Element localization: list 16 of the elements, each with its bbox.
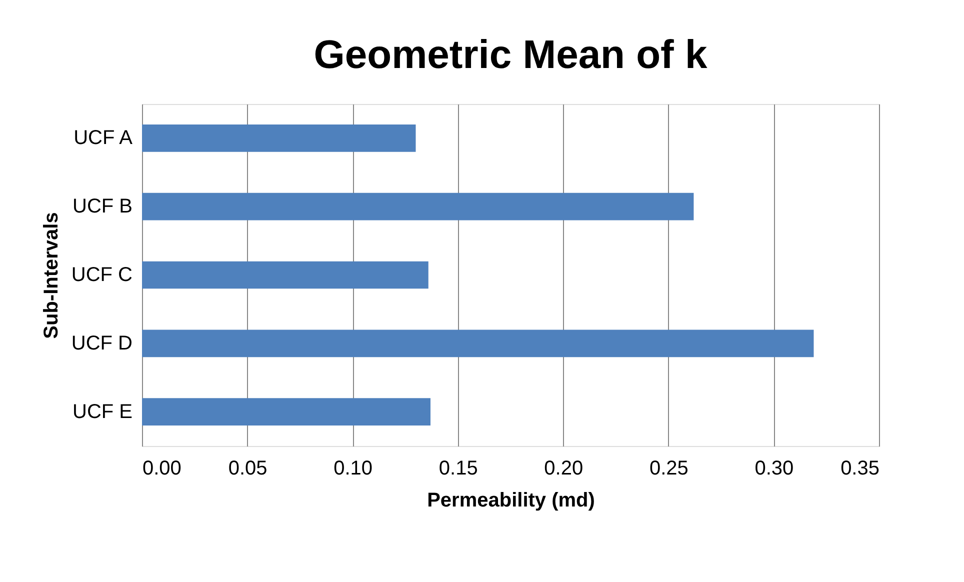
x-tick-label: 0.10 xyxy=(334,458,373,480)
x-tick-label: 0.05 xyxy=(228,458,268,480)
x-tick-label: 0.15 xyxy=(438,458,478,480)
y-axis-title: Sub-Intervals xyxy=(40,212,62,339)
x-axis-title: Permeability (md) xyxy=(427,490,595,512)
y-tick-label: UCF D xyxy=(71,332,132,354)
y-tick-label: UCF E xyxy=(72,400,132,423)
x-tick-label: 0.35 xyxy=(840,458,880,480)
x-tick-label: 0.30 xyxy=(754,458,794,480)
y-tick-label: UCF C xyxy=(71,264,132,286)
chart-title: Geometric Mean of k xyxy=(314,33,708,77)
y-tick-label: UCF B xyxy=(72,196,132,218)
x-tick-label: 0.25 xyxy=(649,458,688,480)
x-tick-label: 0.20 xyxy=(544,458,584,480)
x-tick-label: 0.00 xyxy=(142,458,182,480)
y-tick-label: UCF A xyxy=(74,127,134,150)
